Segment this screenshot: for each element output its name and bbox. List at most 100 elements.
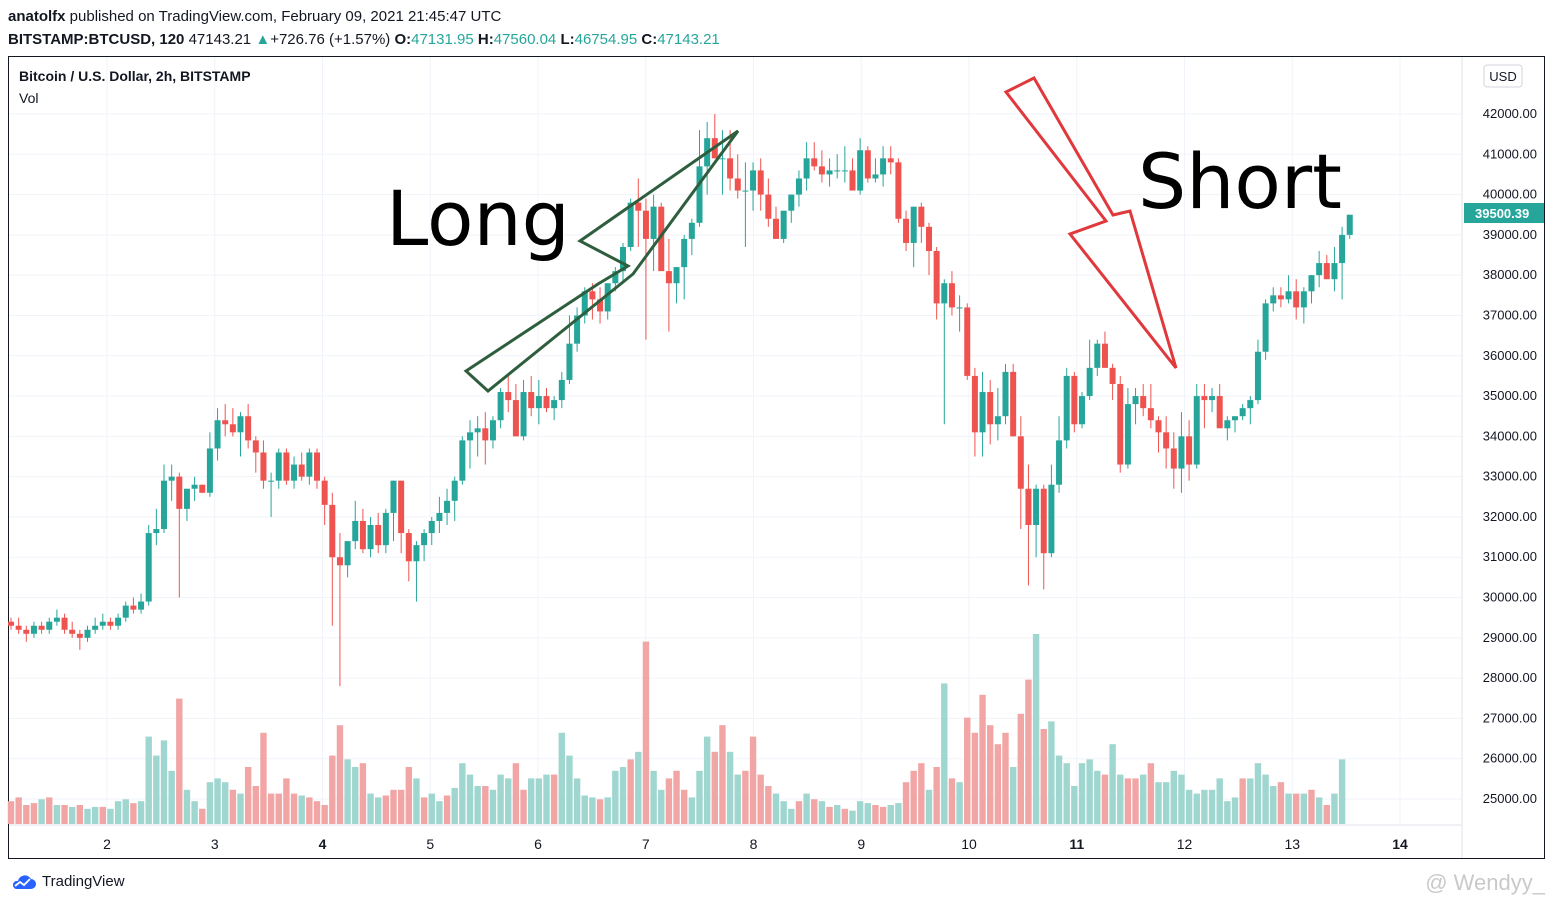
- candle-body: [421, 533, 428, 546]
- volume-bar: [1170, 770, 1177, 824]
- volume-bar: [1270, 786, 1277, 824]
- candle-body: [321, 480, 328, 505]
- candle-body: [1002, 371, 1009, 417]
- volume-bars: [7, 634, 1346, 824]
- candle-body: [336, 557, 343, 566]
- time-tick-label: 2: [103, 836, 111, 852]
- volume-bar: [895, 803, 902, 824]
- price-tick-label: 27000.00: [1483, 710, 1537, 725]
- candle-body: [1186, 436, 1193, 465]
- candle-body: [597, 299, 604, 312]
- candle-body: [497, 392, 504, 421]
- candle-body: [99, 621, 106, 626]
- candle-body: [987, 392, 994, 425]
- candle-body: [1316, 263, 1323, 276]
- usd-badge[interactable]: USD: [1483, 64, 1523, 88]
- long-annotation: Long: [386, 174, 570, 263]
- volume-bar: [1078, 763, 1086, 824]
- volume-bar: [834, 805, 841, 824]
- volume-bar: [466, 774, 474, 824]
- candle-body: [688, 222, 695, 239]
- volume-bar: [352, 767, 359, 824]
- candle-body: [918, 206, 925, 227]
- candle-body: [971, 375, 978, 433]
- volume-bar: [428, 793, 435, 824]
- volume-bar: [543, 774, 550, 824]
- candle-body: [1040, 488, 1047, 554]
- candle-body: [773, 218, 779, 239]
- volume-bar: [474, 786, 481, 824]
- volume-bar: [1308, 789, 1315, 824]
- volume-bar: [864, 803, 871, 824]
- published-text: published on TradingView.com, February 0…: [65, 8, 502, 25]
- volume-bar: [619, 767, 627, 824]
- volume-bar: [222, 782, 229, 824]
- close-label: C:: [641, 31, 658, 48]
- volume-bar: [1216, 778, 1223, 824]
- chart-legend-title[interactable]: Bitcoin / U.S. Dollar, 2h, BITSTAMP: [19, 68, 251, 84]
- tradingview-logo[interactable]: TradingView: [10, 873, 125, 890]
- volume-bar: [46, 797, 53, 824]
- volume-bar: [191, 801, 198, 824]
- candle-body: [306, 452, 313, 477]
- candle-body: [1201, 396, 1208, 401]
- candle-body: [512, 400, 519, 437]
- volume-bar: [550, 774, 558, 824]
- volume-bar: [1032, 634, 1040, 824]
- candle-body: [1155, 420, 1162, 433]
- volume-bar: [1055, 755, 1063, 824]
- volume-bar: [1101, 774, 1109, 824]
- time-axis: 2 3 4 5 6 7 8 9 10 11 12 13 14: [103, 836, 1408, 852]
- candle-body: [61, 617, 68, 630]
- candle-body: [505, 392, 512, 401]
- time-tick-label: 6: [534, 836, 542, 852]
- volume-bar: [757, 774, 764, 824]
- volume-bar: [688, 797, 696, 824]
- volume-bar: [344, 759, 351, 824]
- volume-bar: [206, 782, 214, 824]
- price-tick-label: 36000.00: [1483, 348, 1537, 363]
- volume-bar: [528, 778, 535, 824]
- candle-body: [1017, 436, 1024, 489]
- candle-body: [15, 625, 22, 630]
- candle-body: [895, 162, 902, 219]
- volume-bar: [795, 801, 803, 824]
- volume-bar: [887, 805, 894, 824]
- time-tick-label: 4: [319, 836, 327, 852]
- candle-body: [222, 420, 229, 425]
- candle-body: [46, 621, 53, 630]
- candle-body: [444, 500, 451, 513]
- candle-body: [344, 541, 351, 566]
- candle-body: [1147, 408, 1154, 421]
- up-triangle-icon: ▲: [255, 31, 271, 48]
- candle-body: [84, 629, 91, 638]
- volume-bar: [933, 767, 940, 824]
- high-value: 47560.04: [493, 31, 557, 48]
- candles: [8, 114, 1353, 687]
- volume-bar: [665, 778, 673, 824]
- candle-body: [658, 206, 665, 272]
- volume-bar: [788, 808, 795, 824]
- candle-body: [780, 210, 787, 239]
- volume-bar: [61, 805, 68, 824]
- volume-bar: [505, 778, 512, 824]
- candle-body: [367, 525, 374, 550]
- volume-bar: [252, 786, 259, 824]
- watermark: @ Wendyy_: [1425, 870, 1545, 895]
- candle-body: [864, 150, 871, 179]
- candle-body: [245, 416, 252, 441]
- volume-bar: [260, 732, 267, 824]
- volume-bar: [642, 641, 650, 824]
- volume-bar: [772, 793, 780, 824]
- author-name[interactable]: anatolfx: [8, 8, 66, 25]
- volume-bar: [497, 774, 504, 824]
- volume-bar: [535, 778, 543, 824]
- volume-bar: [30, 803, 38, 824]
- price-tick-label: 39000.00: [1483, 227, 1537, 242]
- volume-bar: [91, 806, 99, 824]
- candle-body: [1262, 303, 1269, 352]
- candle-body: [757, 170, 764, 195]
- volume-legend[interactable]: Vol: [19, 90, 39, 106]
- candle-body: [849, 170, 856, 191]
